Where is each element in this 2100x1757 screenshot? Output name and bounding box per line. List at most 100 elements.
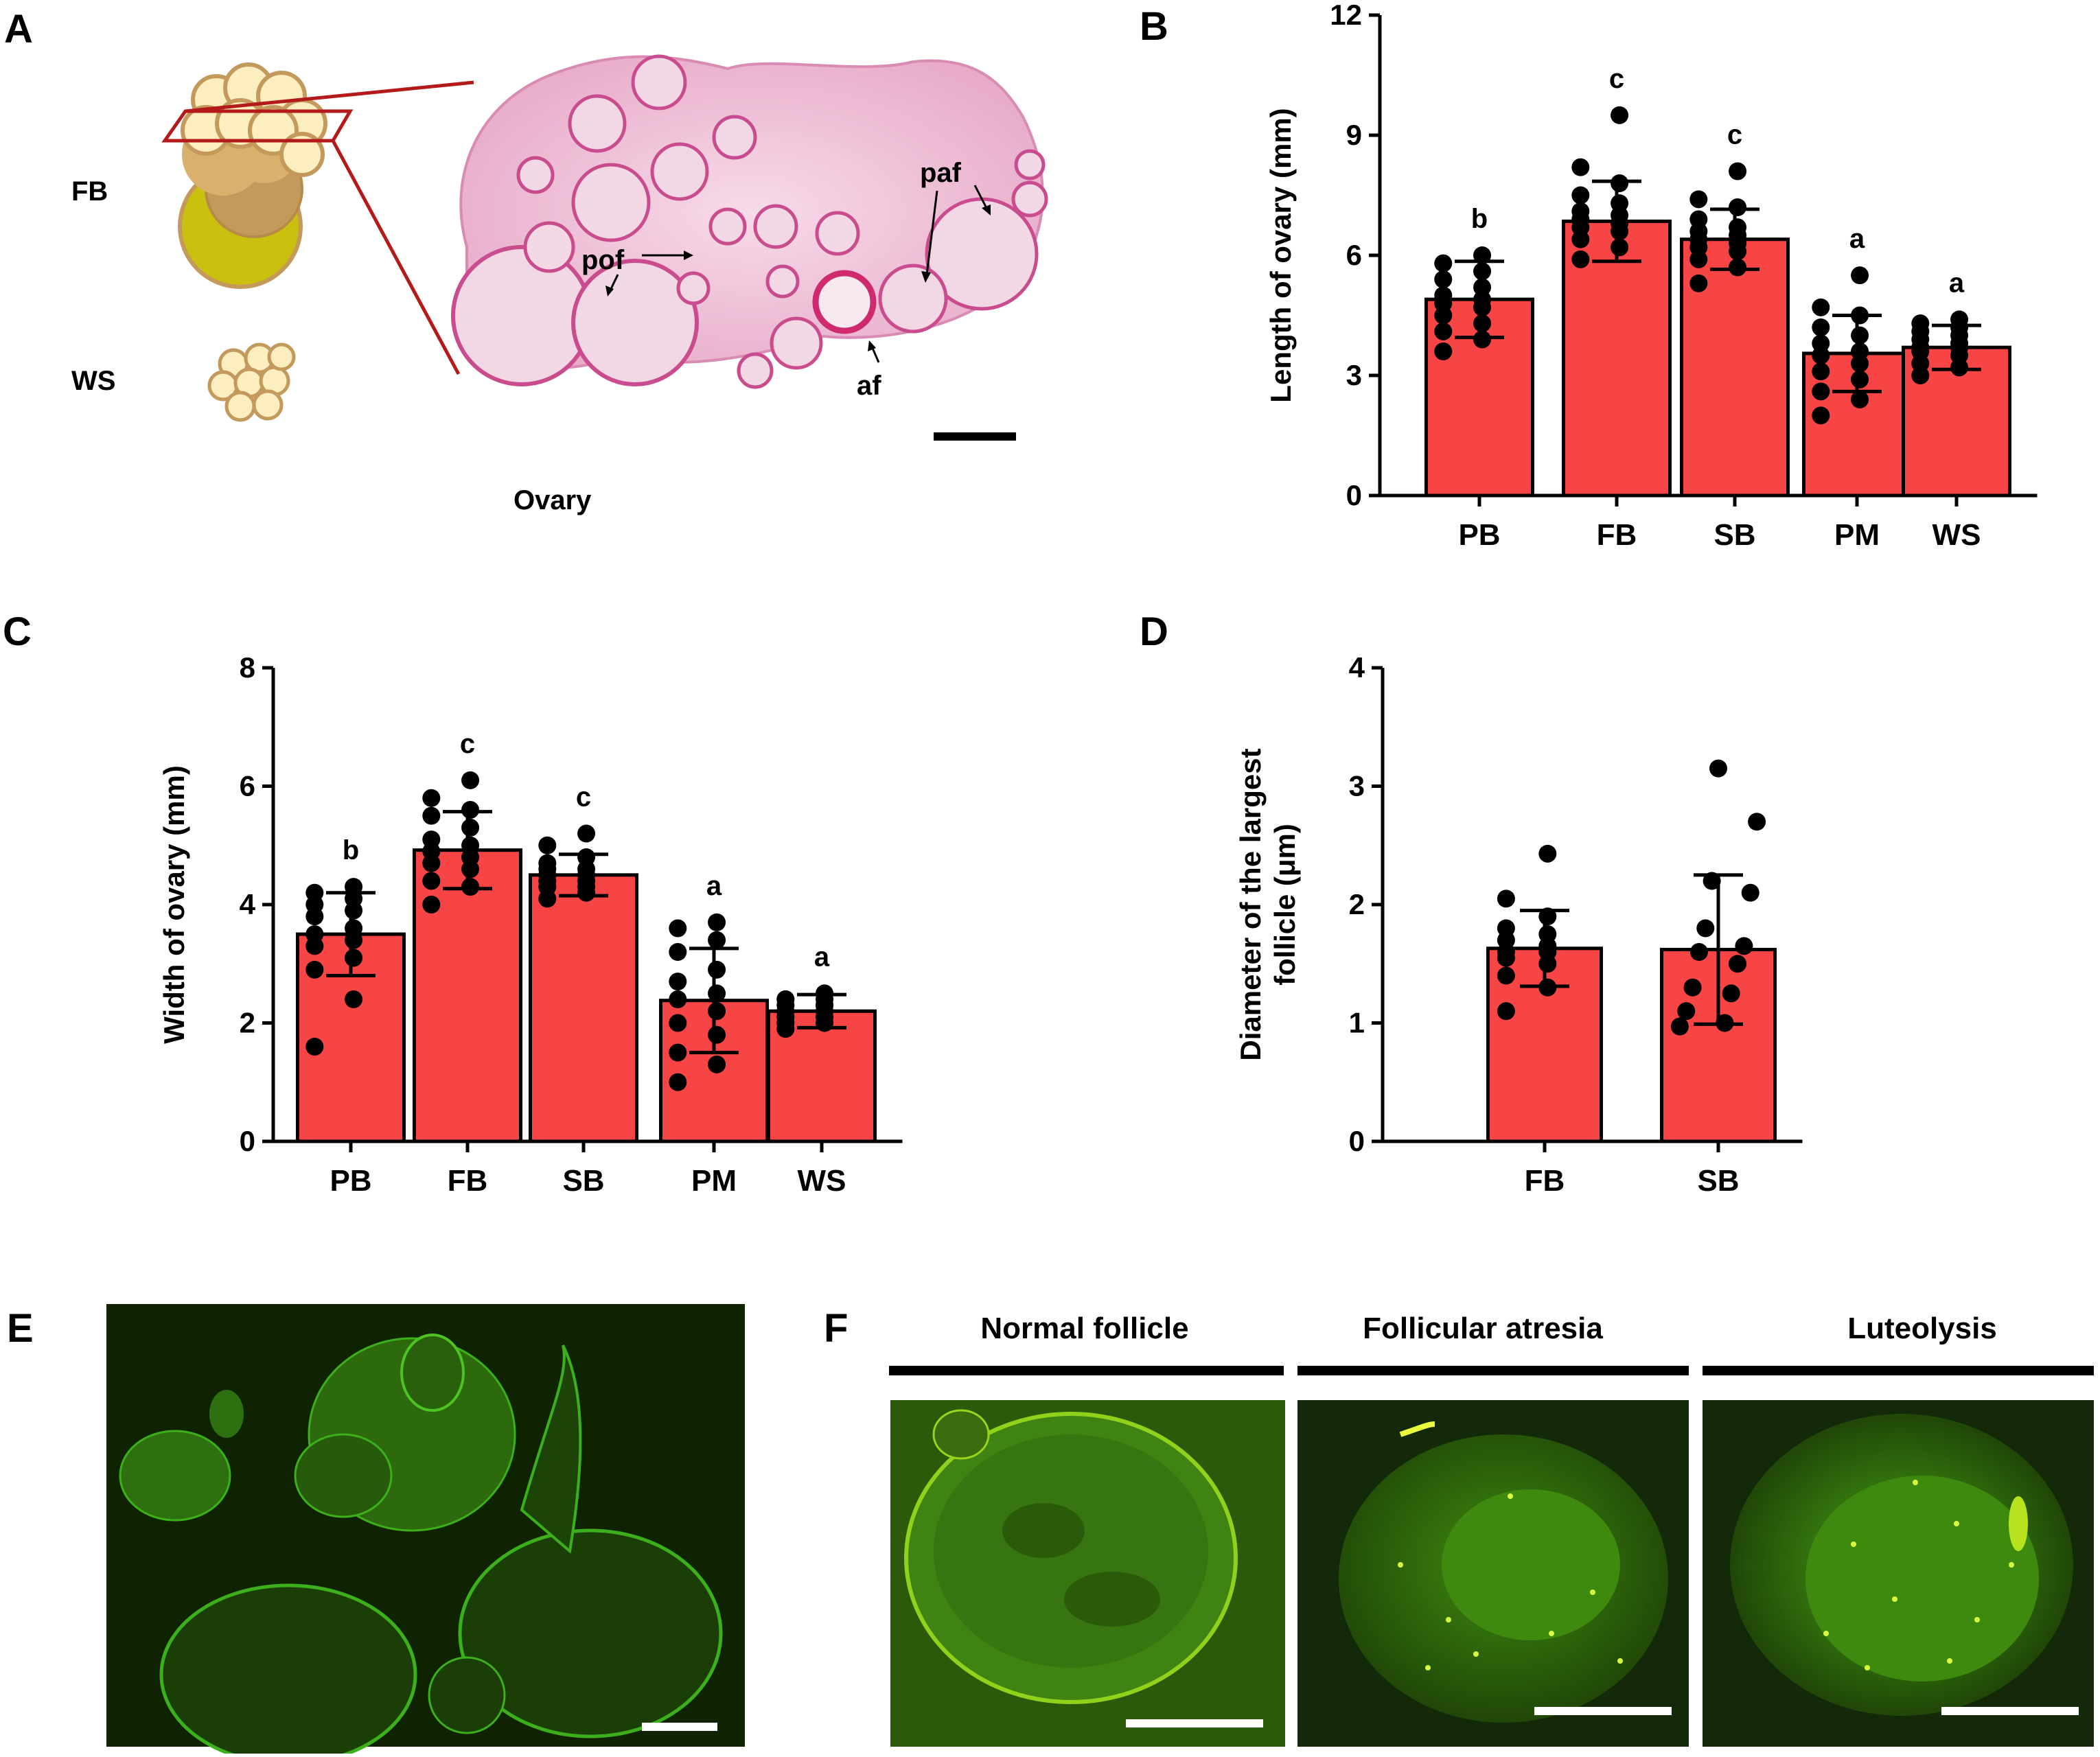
- x-tick-label: SB: [1714, 518, 1755, 552]
- y-tick-label: 0: [1349, 1125, 1365, 1157]
- data-point: [1729, 198, 1747, 216]
- y-tick-label: 2: [1349, 888, 1365, 920]
- data-point: [1851, 370, 1869, 388]
- image-luteolysis: [1703, 1400, 2094, 1747]
- x-tick-label: PB: [330, 1164, 371, 1198]
- data-point: [1571, 158, 1590, 176]
- data-point: [1696, 919, 1715, 938]
- annotation-paf: paf: [920, 158, 962, 188]
- zoom-line-top: [185, 80, 474, 113]
- data-point: [1538, 844, 1557, 863]
- image-follicular-atresia: [1297, 1400, 1689, 1747]
- y-tick-label: 4: [240, 888, 256, 920]
- data-point: [1434, 322, 1453, 340]
- data-point: [708, 1002, 726, 1021]
- y-tick-label: 0: [240, 1125, 255, 1157]
- data-point: [1812, 298, 1830, 316]
- title-follicular-atresia: Follicular atresia: [1363, 1312, 1603, 1345]
- data-point: [708, 1025, 726, 1044]
- y-tick-label: 4: [1349, 651, 1365, 684]
- y-tick-label: 3: [1346, 359, 1362, 391]
- data-point: [708, 984, 726, 1003]
- panel-label-f: F: [824, 1306, 848, 1351]
- data-point: [1729, 955, 1747, 973]
- data-point: [1689, 943, 1708, 961]
- data-point: [1748, 813, 1766, 831]
- data-point: [305, 960, 324, 979]
- data-point: [1722, 984, 1740, 1003]
- data-point: [1851, 391, 1869, 408]
- data-point: [708, 1055, 726, 1073]
- data-point: [1735, 937, 1753, 955]
- significance-letter: b: [1471, 204, 1488, 234]
- data-point: [1611, 238, 1629, 257]
- data-point: [1434, 342, 1453, 360]
- y-axis-label: Width of ovary (mm): [158, 765, 190, 1044]
- data-point: [1473, 262, 1492, 281]
- data-point: [1473, 314, 1492, 333]
- data-point: [1729, 218, 1747, 237]
- y-axis-label: follicle (μm): [1269, 824, 1301, 986]
- data-point: [1670, 1017, 1689, 1036]
- data-point: [1571, 202, 1590, 220]
- y-axis-label: Length of ovary (mm): [1265, 108, 1297, 402]
- data-point: [1851, 326, 1869, 345]
- data-point: [669, 990, 687, 1008]
- significance-letter: a: [706, 871, 722, 901]
- data-point: [461, 878, 480, 896]
- ovary-histology-section: [451, 54, 1048, 389]
- data-point: [669, 1043, 687, 1062]
- significance-letter: b: [343, 835, 359, 865]
- scale-bar-f1: [1126, 1719, 1263, 1727]
- data-point: [1434, 254, 1453, 272]
- data-point: [1911, 314, 1930, 333]
- x-tick-label: SB: [1697, 1164, 1739, 1198]
- data-point: [345, 919, 363, 938]
- data-point: [1677, 1002, 1696, 1021]
- data-point: [461, 836, 480, 854]
- x-tick-label: FB: [1597, 518, 1637, 552]
- data-point: [422, 872, 441, 890]
- data-point: [1812, 334, 1830, 353]
- significance-letter: a: [814, 942, 830, 972]
- significance-letter: c: [1727, 120, 1742, 150]
- data-point: [1434, 270, 1453, 288]
- data-point: [669, 973, 687, 991]
- significance-letter: a: [1849, 224, 1865, 254]
- scale-bar-f2: [1534, 1707, 1672, 1715]
- data-point: [422, 830, 441, 849]
- y-tick-label: 3: [1349, 770, 1365, 802]
- y-tick-label: 9: [1346, 119, 1362, 151]
- x-tick-label: PM: [691, 1164, 737, 1198]
- panel-a-caption: Ovary: [514, 485, 592, 515]
- x-tick-label: SB: [562, 1164, 604, 1198]
- panel-label-d: D: [1140, 609, 1168, 654]
- x-tick-label: PB: [1458, 518, 1500, 552]
- header-bar-luteolysis: [1703, 1366, 2094, 1375]
- title-luteolysis: Luteolysis: [1847, 1312, 1997, 1345]
- significance-letter: c: [576, 782, 591, 813]
- y-tick-label: 0: [1346, 479, 1362, 511]
- data-point: [669, 943, 687, 961]
- data-point: [708, 913, 726, 931]
- data-point: [461, 801, 480, 819]
- data-point: [1689, 274, 1708, 292]
- data-point: [461, 818, 480, 837]
- panel-label-a: A: [4, 7, 33, 51]
- panel-a: A FB WS: [4, 7, 1048, 515]
- x-tick-label: PM: [1834, 518, 1880, 552]
- data-point: [345, 949, 363, 967]
- scale-bar-f3: [1941, 1707, 2079, 1715]
- data-point: [345, 990, 363, 1008]
- data-point: [538, 836, 557, 854]
- data-point: [422, 896, 441, 914]
- zoom-line-bottom: [331, 139, 461, 375]
- data-point: [669, 1014, 687, 1032]
- fluorescent-ovary-section: [119, 1334, 723, 1757]
- af-arrow: [870, 346, 880, 363]
- data-point: [538, 854, 557, 872]
- data-point: [1683, 978, 1702, 997]
- significance-letter: c: [460, 729, 475, 759]
- ws-follicle-cluster-illustration: [207, 342, 296, 422]
- data-point: [1729, 258, 1747, 277]
